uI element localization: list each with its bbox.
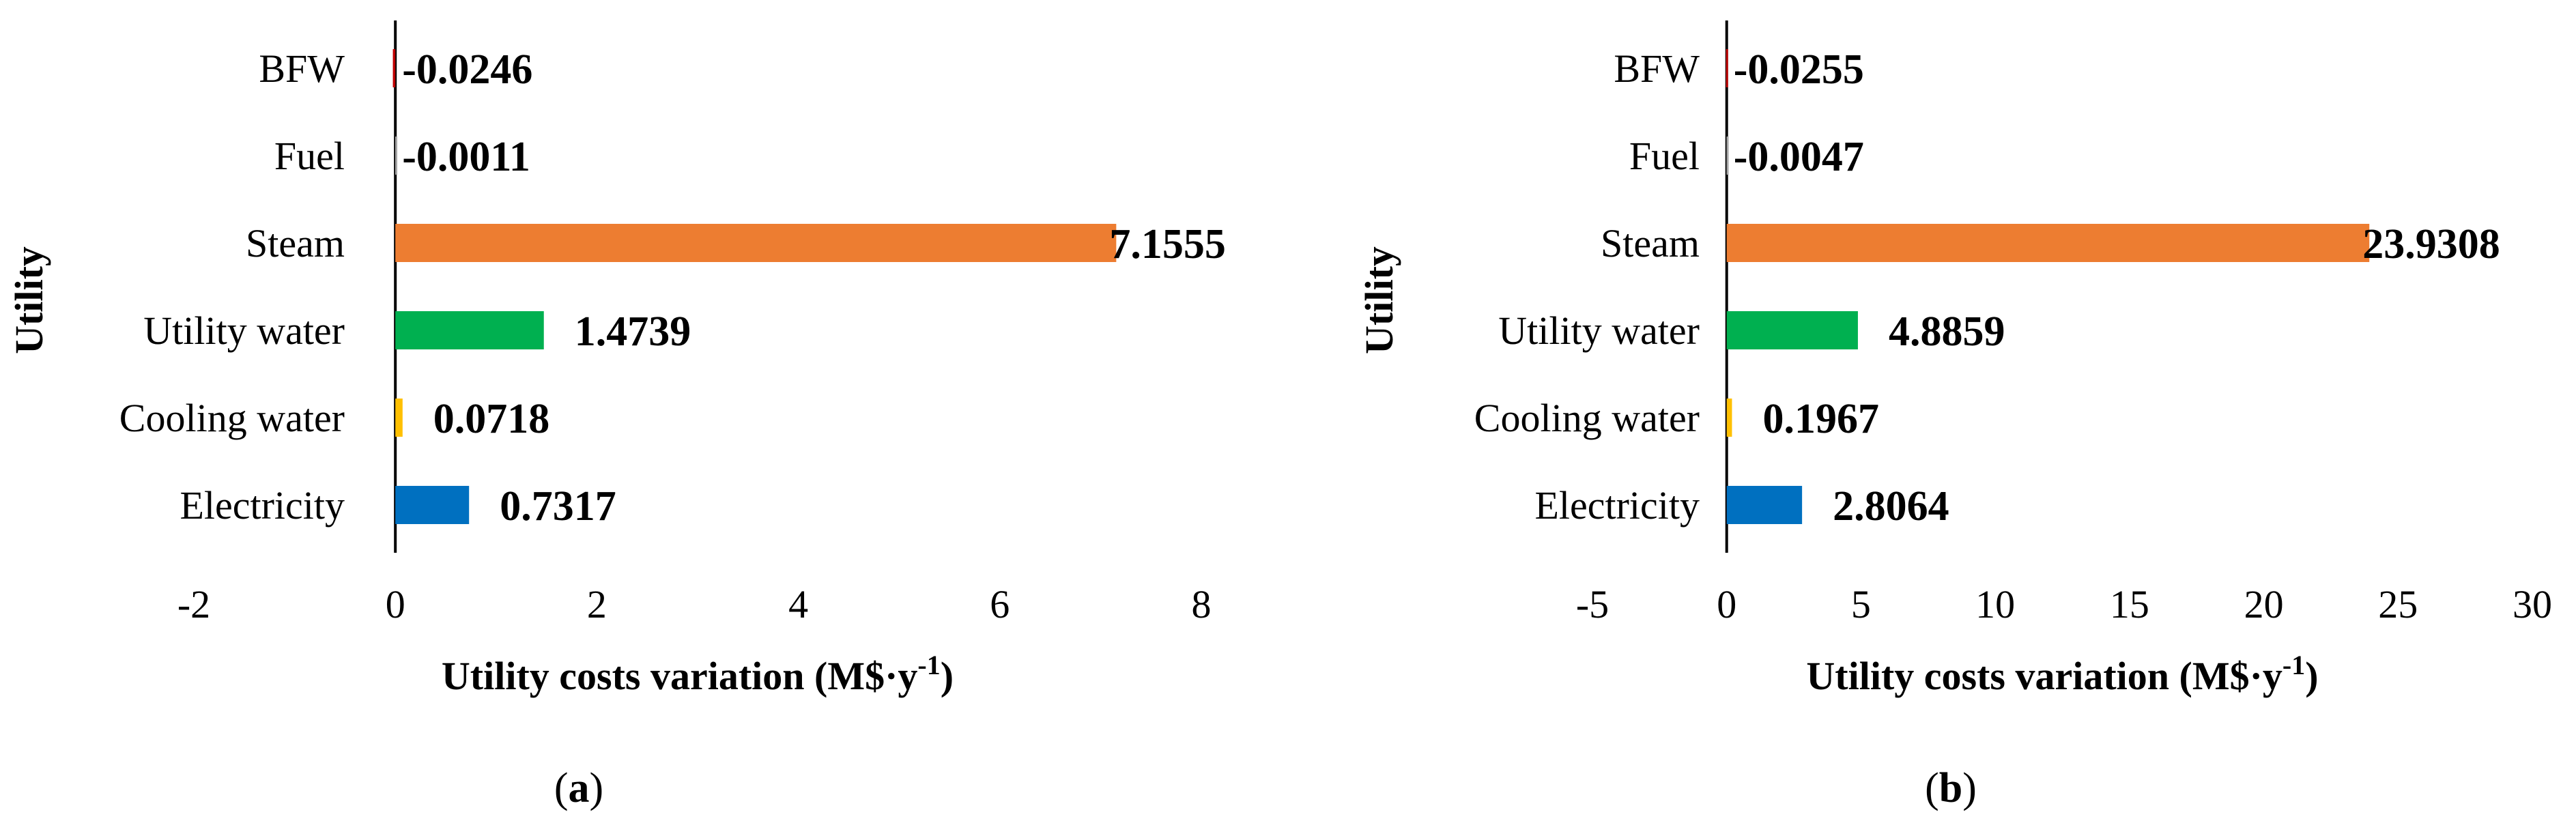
data-label-fuel: -0.0047: [1734, 134, 1864, 180]
x-tick-label: 0: [386, 582, 405, 626]
category-label-steam: Steam: [246, 221, 345, 265]
bar-utility-water: [1726, 311, 1858, 349]
data-label-cooling-water: 0.0718: [433, 396, 550, 442]
data-label-utility-water: 4.8859: [1889, 308, 2005, 355]
bar-fuel: [1726, 136, 1729, 175]
category-label-steam: Steam: [1601, 221, 1700, 265]
data-label-electricity: 0.7317: [500, 483, 616, 530]
x-tick-label: 30: [2513, 582, 2552, 626]
x-tick-label: -5: [1576, 582, 1609, 626]
category-label-utility-water: Utility water: [1498, 308, 1700, 353]
category-label-electricity: Electricity: [180, 483, 345, 528]
caption-a: (a): [554, 765, 603, 811]
x-tick-label: 10: [1975, 582, 2015, 626]
bar-electricity: [395, 486, 470, 524]
category-label-fuel: Fuel: [274, 134, 345, 178]
bar-bfw: [392, 49, 396, 87]
x-tick-label: 2: [587, 582, 607, 626]
bar-electricity: [1726, 486, 1803, 524]
x-tick-label: 5: [1851, 582, 1871, 626]
data-label-electricity: 2.8064: [1833, 483, 1949, 530]
data-label-fuel: -0.0011: [402, 134, 530, 180]
bar-cooling-water: [1726, 399, 1732, 437]
category-label-fuel: Fuel: [1629, 134, 1700, 178]
category-label-cooling-water: Cooling water: [119, 396, 345, 440]
x-tick-label: 0: [1717, 582, 1736, 626]
x-tick-label: 6: [990, 582, 1010, 626]
caption-b: (b): [1925, 765, 1977, 811]
y-axis-label: Utility: [7, 246, 51, 354]
x-tick-label: 8: [1192, 582, 1212, 626]
category-label-bfw: BFW: [259, 46, 345, 91]
bar-cooling-water: [395, 399, 403, 437]
category-label-electricity: Electricity: [1534, 483, 1700, 528]
category-label-cooling-water: Cooling water: [1474, 396, 1700, 440]
data-label-bfw: -0.0255: [1734, 46, 1864, 93]
bar-bfw: [1726, 49, 1728, 87]
category-label-utility-water: Utility water: [143, 308, 345, 353]
bar-fuel: [395, 136, 398, 175]
category-label-bfw: BFW: [1614, 46, 1700, 91]
data-label-cooling-water: 0.1967: [1762, 396, 1879, 442]
bar-steam: [395, 224, 1117, 262]
data-label-utility-water: 1.4739: [575, 308, 691, 355]
bar-steam: [1726, 224, 2370, 262]
x-tick-label: 15: [2110, 582, 2149, 626]
chart-panel-a: BFW -0.0246 Fuel -0.0011 Steam 7.1555 Utility …: [7, 20, 1226, 698]
bar-utility-water: [395, 311, 544, 349]
x-tick-label: 4: [788, 582, 808, 626]
data-label-steam: 7.1555: [1109, 221, 1226, 268]
data-label-bfw: -0.0246: [402, 46, 532, 93]
data-label-steam: 23.9308: [2362, 221, 2500, 268]
chart-panel-b: BFW -0.0255 Fuel -0.0047 Steam 23.9308 Utility…: [1357, 20, 2552, 698]
y-axis-label: Utility: [1357, 246, 1401, 354]
x-tick-label: 25: [2378, 582, 2418, 626]
x-axis-label: Utility costs variation (M$·y-1): [1806, 650, 2318, 698]
x-tick-label: -2: [177, 582, 210, 626]
x-tick-label: 20: [2244, 582, 2284, 626]
x-axis-label: Utility costs variation (M$·y-1): [442, 650, 954, 698]
